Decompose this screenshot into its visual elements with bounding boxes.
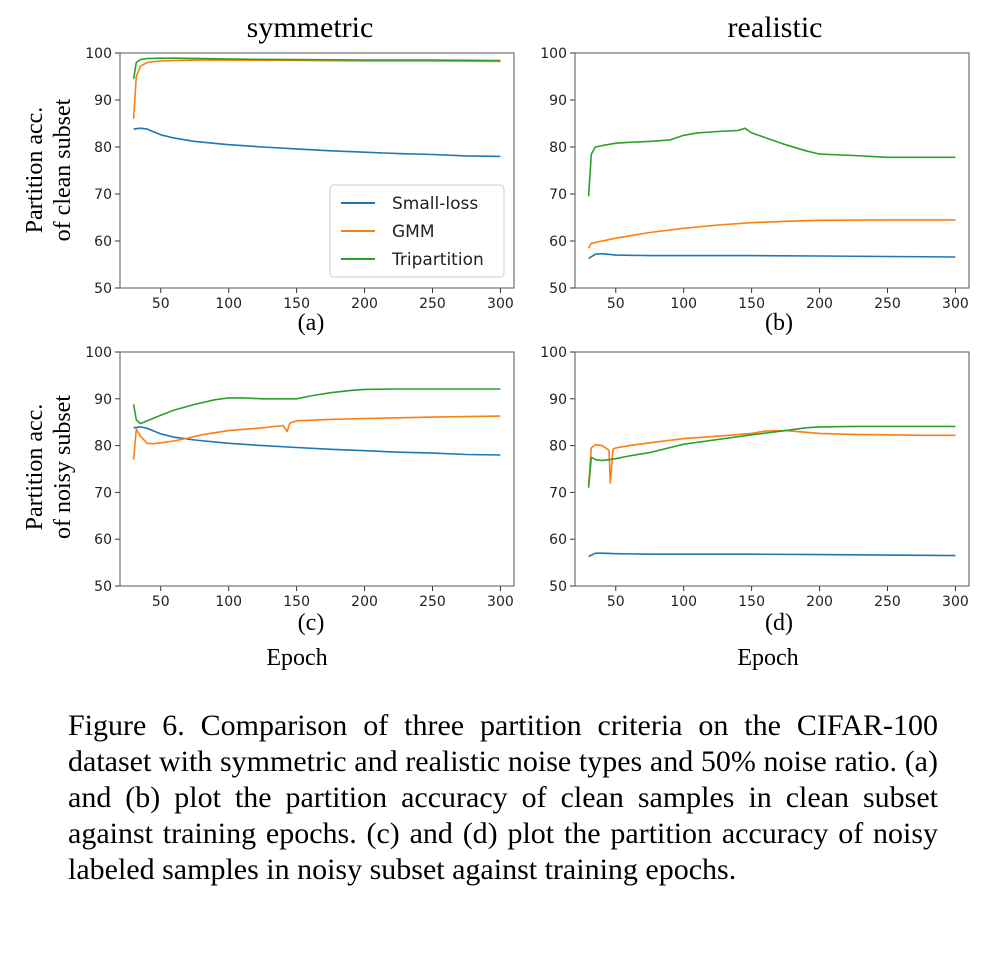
y-tick-label: 100: [540, 46, 567, 62]
series-line-gmm: [132, 415, 501, 460]
series-line-small_loss: [588, 552, 956, 558]
plot-frame: [119, 52, 515, 289]
panel-label-a: (a): [298, 310, 325, 336]
ylabel-noisy-line1: Partition acc.: [22, 404, 48, 531]
plot-frame: [574, 52, 970, 289]
x-tick-label: 250: [419, 296, 446, 312]
plot-frame: [119, 351, 515, 587]
x-tick-label: 300: [487, 296, 514, 312]
y-tick-label: 90: [549, 93, 567, 109]
y-tick-label: 70: [94, 485, 112, 501]
plot-panels: 50 100 150 200 250 300 50 60 70 80 90 100 Small-loss…: [85, 46, 970, 610]
series-line-tripartition: [587, 127, 956, 197]
legend-box: [329, 184, 505, 278]
series-line-tripartition: [587, 425, 956, 488]
y-tick-label: 70: [549, 485, 567, 501]
series-line-small_loss: [133, 127, 501, 158]
panel-label-c: (c): [298, 610, 325, 636]
y-tick-label: 50: [94, 281, 112, 297]
x-tick-label: 50: [607, 296, 625, 312]
y-tick-label: 50: [549, 281, 567, 297]
series-line-tripartition: [132, 388, 501, 425]
y-tick-label: 100: [85, 345, 112, 361]
panel-label-b: (b): [765, 310, 793, 336]
y-tick-label: 80: [94, 140, 112, 156]
plot-frame: [574, 351, 970, 587]
x-tick-label: 150: [738, 296, 765, 312]
y-tick-label: 100: [85, 46, 112, 62]
x-tick-label: 300: [942, 296, 969, 312]
panel-3: 50 100 150 200 250 300 50 60 70 80 90 100: [540, 345, 970, 610]
x-tick-label: 300: [487, 594, 514, 610]
x-tick-label: 250: [419, 594, 446, 610]
x-tick-label: 200: [351, 296, 378, 312]
panel-1: 50 100 150 200 250 300 50 60 70 80 90 100: [540, 46, 970, 312]
y-tick-label: 70: [94, 187, 112, 203]
figure-caption: Figure 6. Comparison of three partition …: [68, 709, 938, 886]
legend-label-small_loss: Small-loss: [392, 194, 478, 214]
title-realistic: realistic: [728, 11, 823, 44]
series-line-tripartition: [132, 57, 501, 79]
y-tick-label: 80: [549, 140, 567, 156]
x-tick-label: 100: [215, 296, 242, 312]
x-tick-label: 200: [351, 594, 378, 610]
y-tick-label: 50: [549, 579, 567, 595]
legend: Small-loss GMM Tripartition: [329, 184, 505, 278]
x-tick-label: 100: [670, 296, 697, 312]
x-tick-label: 100: [215, 594, 242, 610]
x-tick-label: 50: [152, 296, 170, 312]
xlabel-right: Epoch: [737, 645, 798, 671]
series-line-gmm: [587, 429, 956, 486]
x-tick-label: 50: [152, 594, 170, 610]
panel-label-d: (d): [765, 610, 793, 636]
panel-2: 50 100 150 200 250 300 50 60 70 80 90 100: [85, 345, 515, 610]
y-tick-label: 70: [549, 187, 567, 203]
y-tick-label: 90: [94, 392, 112, 408]
x-tick-label: 300: [942, 594, 969, 610]
x-tick-label: 250: [874, 296, 901, 312]
y-tick-label: 90: [94, 93, 112, 109]
y-tick-label: 50: [94, 579, 112, 595]
y-tick-label: 60: [94, 234, 112, 250]
y-tick-label: 60: [94, 532, 112, 548]
x-tick-label: 250: [874, 594, 901, 610]
panel-0: 50 100 150 200 250 300 50 60 70 80 90 100 Small-loss…: [85, 46, 515, 312]
ylabel-clean-line2: of clean subset: [50, 98, 76, 241]
y-tick-label: 80: [94, 439, 112, 455]
x-tick-label: 200: [806, 594, 833, 610]
series-line-gmm: [587, 219, 956, 249]
series-line-small_loss: [588, 252, 956, 260]
legend-label-gmm: GMM: [392, 222, 435, 242]
x-tick-label: 200: [806, 296, 833, 312]
xlabel-left: Epoch: [266, 645, 327, 671]
x-tick-label: 150: [738, 594, 765, 610]
series-line-small_loss: [133, 426, 501, 456]
x-tick-label: 50: [607, 594, 625, 610]
y-tick-label: 90: [549, 392, 567, 408]
legend-label-tripartition: Tripartition: [391, 250, 484, 270]
y-tick-label: 80: [549, 439, 567, 455]
y-tick-label: 100: [540, 345, 567, 361]
x-tick-label: 150: [283, 296, 310, 312]
x-tick-label: 100: [670, 594, 697, 610]
ylabel-clean-line1: Partition acc.: [22, 107, 48, 234]
x-tick-label: 150: [283, 594, 310, 610]
y-tick-label: 60: [549, 234, 567, 250]
title-symmetric: symmetric: [247, 11, 374, 44]
y-tick-label: 60: [549, 532, 567, 548]
ylabel-noisy-line2: of noisy subset: [50, 395, 76, 539]
series-line-gmm: [132, 59, 501, 119]
figure-panels: symmetric realistic Partition acc. of cl…: [22, 11, 970, 671]
